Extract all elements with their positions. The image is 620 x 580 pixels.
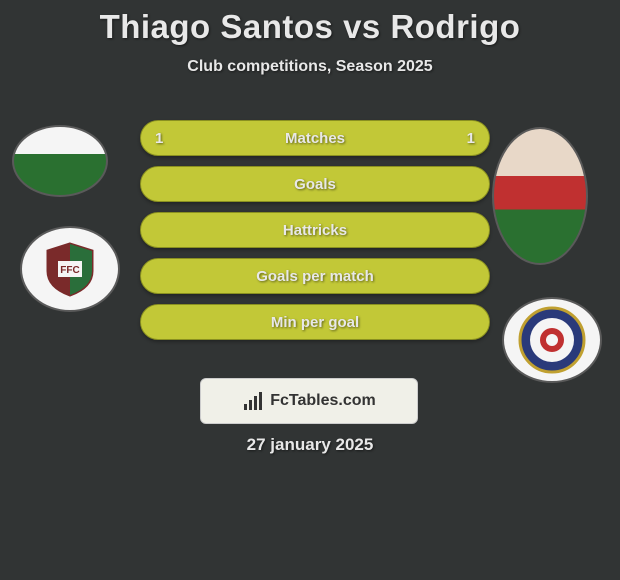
page-title: Thiago Santos vs Rodrigo (0, 8, 620, 46)
club-left-logo: FFC (20, 226, 120, 312)
stat-bar-min-per-goal: Min per goal (140, 304, 490, 340)
stat-right-value: 1 (467, 130, 475, 147)
stats-container: 1 Matches 1 Goals Hattricks Goals per ma… (140, 120, 490, 350)
stat-label: Goals (294, 176, 336, 193)
page-subtitle: Club competitions, Season 2025 (0, 58, 620, 76)
chart-icon (242, 390, 264, 412)
stat-bar-hattricks: Hattricks (140, 212, 490, 248)
stat-label: Hattricks (283, 222, 347, 239)
stat-label: Goals per match (256, 268, 374, 285)
player-right-avatar (492, 127, 588, 265)
date-label: 27 january 2025 (0, 435, 620, 455)
header: Thiago Santos vs Rodrigo Club competitio… (0, 0, 620, 76)
stat-label: Min per goal (271, 314, 359, 331)
player-left-avatar (12, 125, 108, 197)
shield-icon: FFC (40, 239, 100, 299)
stat-bar-goals: Goals (140, 166, 490, 202)
brand-logo-box: FcTables.com (200, 378, 418, 424)
stat-left-value: 1 (155, 130, 163, 147)
stat-bar-matches: 1 Matches 1 (140, 120, 490, 156)
stat-bar-goals-per-match: Goals per match (140, 258, 490, 294)
stat-label: Matches (285, 130, 345, 147)
club-right-logo (502, 297, 602, 383)
brand-label: FcTables.com (270, 392, 376, 410)
svg-text:FFC: FFC (60, 265, 79, 276)
crest-icon (517, 305, 587, 375)
